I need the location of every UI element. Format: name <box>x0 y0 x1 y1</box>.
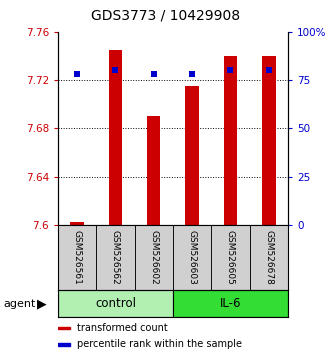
Bar <box>173 290 288 317</box>
Point <box>113 68 118 73</box>
Bar <box>250 225 288 290</box>
Bar <box>58 290 173 317</box>
Bar <box>58 343 70 346</box>
Text: GDS3773 / 10429908: GDS3773 / 10429908 <box>91 9 240 23</box>
Point <box>189 72 195 77</box>
Text: GSM526561: GSM526561 <box>72 230 82 285</box>
Bar <box>58 326 70 329</box>
Text: GSM526562: GSM526562 <box>111 230 120 285</box>
Text: GSM526603: GSM526603 <box>188 230 197 285</box>
Point <box>266 68 271 73</box>
Bar <box>58 225 96 290</box>
Bar <box>173 225 211 290</box>
Bar <box>147 116 161 225</box>
Bar <box>185 86 199 225</box>
Point <box>151 72 157 77</box>
Text: GSM526678: GSM526678 <box>264 230 273 285</box>
Bar <box>109 50 122 225</box>
Bar <box>96 225 135 290</box>
Point <box>228 68 233 73</box>
Text: IL-6: IL-6 <box>220 297 241 310</box>
Text: transformed count: transformed count <box>77 323 168 333</box>
Bar <box>71 222 84 225</box>
Bar <box>135 225 173 290</box>
Point <box>74 72 80 77</box>
Bar <box>211 225 250 290</box>
Text: GSM526602: GSM526602 <box>149 230 158 285</box>
Text: agent: agent <box>3 298 36 309</box>
Text: control: control <box>95 297 136 310</box>
Bar <box>224 56 237 225</box>
Bar <box>262 56 275 225</box>
Text: ▶: ▶ <box>37 297 47 310</box>
Text: percentile rank within the sample: percentile rank within the sample <box>77 339 242 349</box>
Text: GSM526605: GSM526605 <box>226 230 235 285</box>
